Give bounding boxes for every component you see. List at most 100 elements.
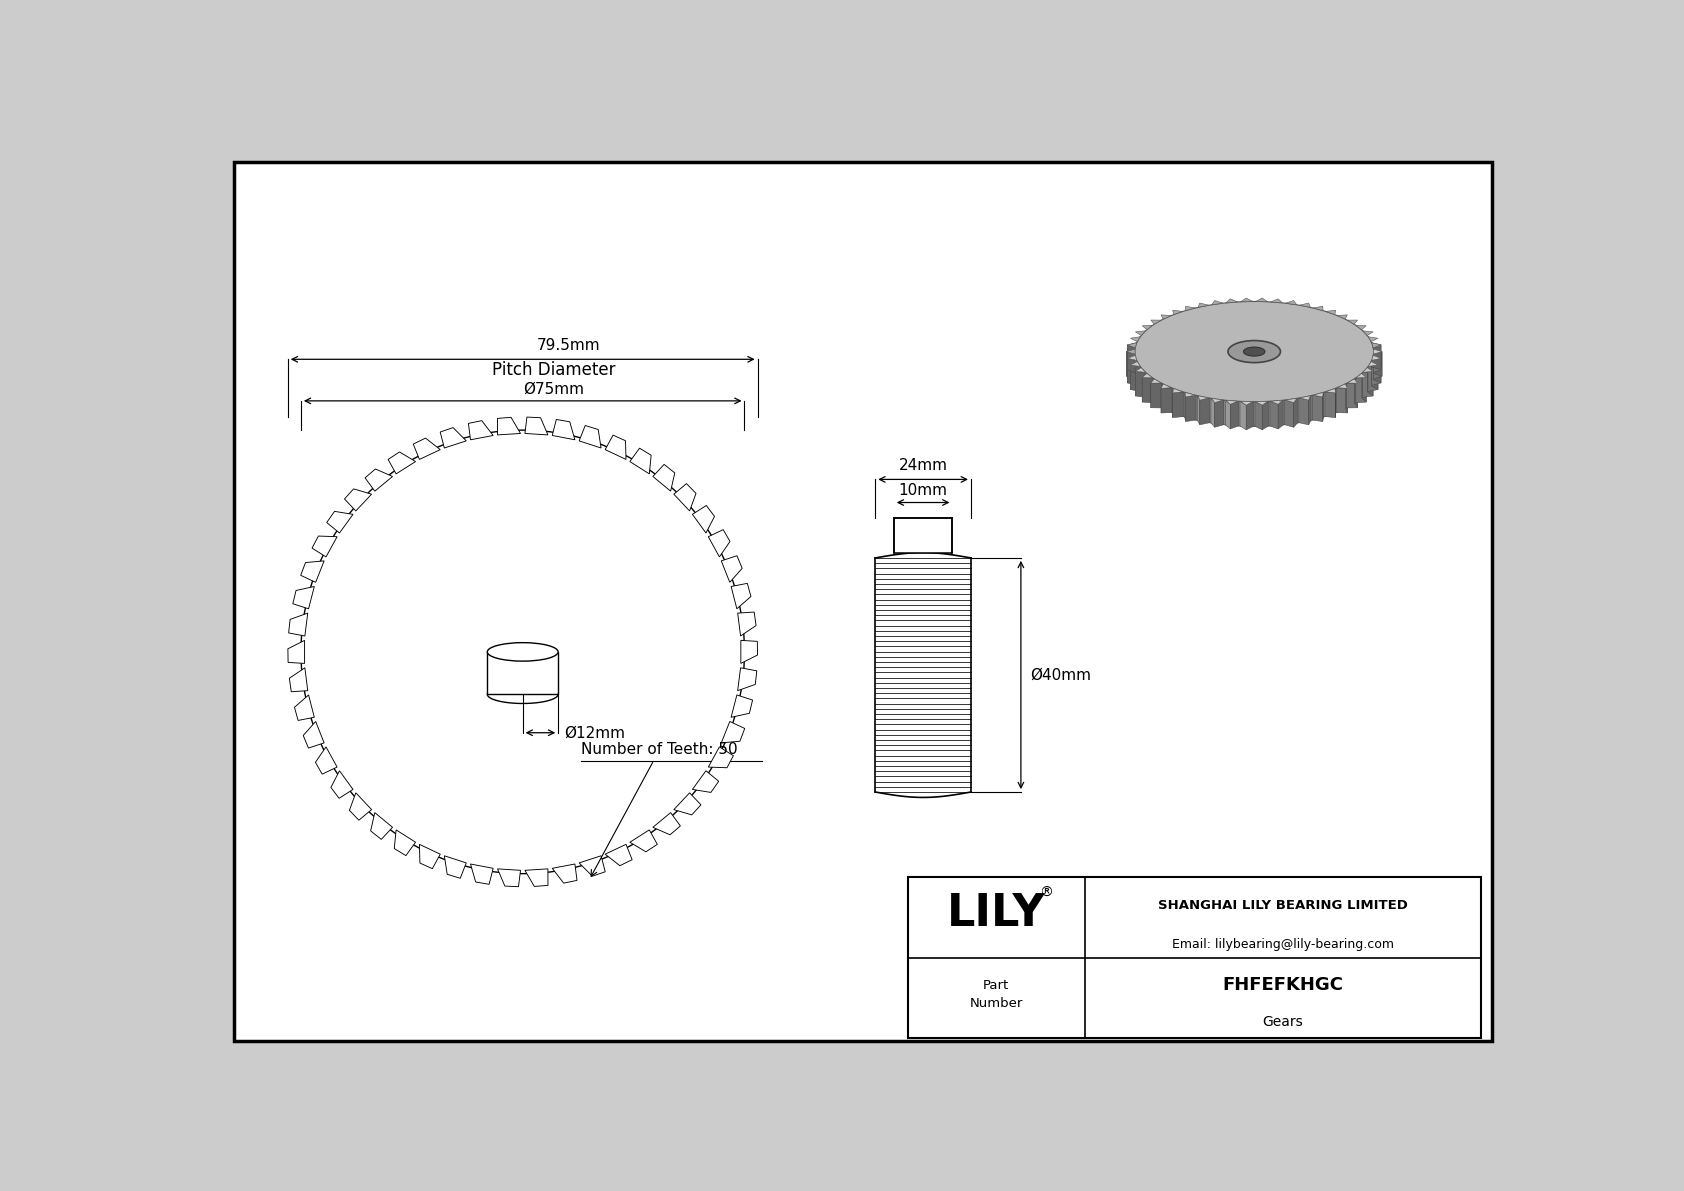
Polygon shape: [709, 530, 729, 557]
Polygon shape: [303, 722, 323, 748]
Polygon shape: [345, 488, 372, 511]
Bar: [894, 518, 953, 553]
Polygon shape: [1160, 384, 1172, 388]
Polygon shape: [721, 722, 744, 743]
Polygon shape: [1172, 392, 1184, 418]
Polygon shape: [1367, 337, 1378, 342]
Polygon shape: [653, 812, 680, 835]
Polygon shape: [1214, 400, 1224, 428]
Polygon shape: [288, 613, 308, 636]
Polygon shape: [674, 484, 695, 511]
Polygon shape: [692, 505, 714, 534]
Polygon shape: [1127, 343, 1137, 369]
Polygon shape: [1256, 298, 1268, 301]
Polygon shape: [1246, 401, 1253, 430]
Polygon shape: [1308, 395, 1312, 425]
Polygon shape: [741, 641, 758, 663]
Text: Email: lilybearing@lily-bearing.com: Email: lilybearing@lily-bearing.com: [1172, 939, 1394, 952]
Polygon shape: [525, 869, 547, 886]
Polygon shape: [1150, 379, 1154, 407]
Polygon shape: [1271, 299, 1283, 303]
Polygon shape: [1367, 364, 1378, 392]
Polygon shape: [1278, 400, 1283, 429]
Polygon shape: [1172, 388, 1182, 393]
Polygon shape: [630, 830, 657, 852]
Polygon shape: [1186, 306, 1196, 311]
Polygon shape: [387, 451, 416, 474]
Polygon shape: [1226, 400, 1231, 429]
Text: Ø40mm: Ø40mm: [1031, 667, 1091, 682]
Polygon shape: [552, 419, 574, 439]
Polygon shape: [1255, 401, 1263, 430]
Text: 10mm: 10mm: [899, 482, 948, 498]
Polygon shape: [1300, 395, 1310, 400]
Polygon shape: [1325, 310, 1335, 314]
Polygon shape: [1160, 388, 1172, 413]
Bar: [487, 651, 557, 694]
Polygon shape: [332, 771, 354, 798]
Polygon shape: [1241, 401, 1253, 405]
Polygon shape: [413, 438, 440, 460]
Polygon shape: [1300, 303, 1310, 307]
Polygon shape: [1130, 362, 1140, 367]
Polygon shape: [1127, 343, 1137, 348]
Polygon shape: [1160, 314, 1172, 319]
Polygon shape: [1362, 368, 1372, 373]
Polygon shape: [1226, 400, 1238, 404]
Polygon shape: [290, 668, 308, 692]
Polygon shape: [674, 793, 701, 815]
Polygon shape: [653, 464, 675, 491]
Polygon shape: [327, 511, 354, 534]
Polygon shape: [1135, 368, 1145, 373]
Polygon shape: [1347, 384, 1357, 409]
Polygon shape: [497, 417, 520, 435]
Polygon shape: [288, 641, 305, 663]
Polygon shape: [1347, 320, 1357, 324]
Polygon shape: [497, 869, 520, 887]
Polygon shape: [1127, 355, 1135, 384]
Text: LILY: LILY: [946, 892, 1046, 935]
Polygon shape: [1212, 300, 1223, 305]
Polygon shape: [394, 830, 416, 855]
Bar: [908, 877, 1482, 1039]
Polygon shape: [1372, 343, 1381, 348]
Polygon shape: [1371, 343, 1381, 369]
Polygon shape: [1285, 300, 1297, 305]
Polygon shape: [1231, 401, 1238, 429]
Polygon shape: [1337, 314, 1347, 319]
Polygon shape: [1135, 372, 1145, 398]
Polygon shape: [579, 425, 601, 448]
Polygon shape: [692, 771, 719, 792]
Polygon shape: [1199, 398, 1209, 425]
Polygon shape: [1372, 355, 1381, 384]
Polygon shape: [1371, 358, 1381, 386]
Circle shape: [301, 430, 744, 874]
Polygon shape: [440, 428, 466, 448]
Polygon shape: [445, 856, 466, 878]
Text: Number of Teeth: 50: Number of Teeth: 50: [581, 742, 738, 877]
Polygon shape: [468, 420, 493, 439]
Polygon shape: [1135, 367, 1142, 395]
Polygon shape: [605, 435, 626, 460]
Polygon shape: [1127, 351, 1135, 379]
Polygon shape: [1270, 401, 1278, 429]
Polygon shape: [1256, 401, 1268, 405]
Polygon shape: [1197, 395, 1209, 400]
Polygon shape: [1211, 398, 1214, 428]
Text: SHANGHAI LILY BEARING LIMITED: SHANGHAI LILY BEARING LIMITED: [1159, 899, 1408, 912]
Polygon shape: [1346, 384, 1347, 413]
Polygon shape: [365, 469, 392, 491]
Polygon shape: [1197, 303, 1209, 307]
Polygon shape: [1127, 358, 1137, 386]
Polygon shape: [1293, 398, 1297, 428]
Polygon shape: [525, 417, 547, 435]
Polygon shape: [1239, 401, 1246, 430]
Polygon shape: [1135, 351, 1374, 426]
Ellipse shape: [1135, 326, 1374, 426]
Polygon shape: [1325, 392, 1335, 418]
Polygon shape: [1367, 362, 1378, 367]
Polygon shape: [301, 561, 323, 582]
Polygon shape: [1285, 399, 1297, 403]
Polygon shape: [1337, 388, 1347, 413]
Text: Ø12mm: Ø12mm: [564, 725, 625, 741]
